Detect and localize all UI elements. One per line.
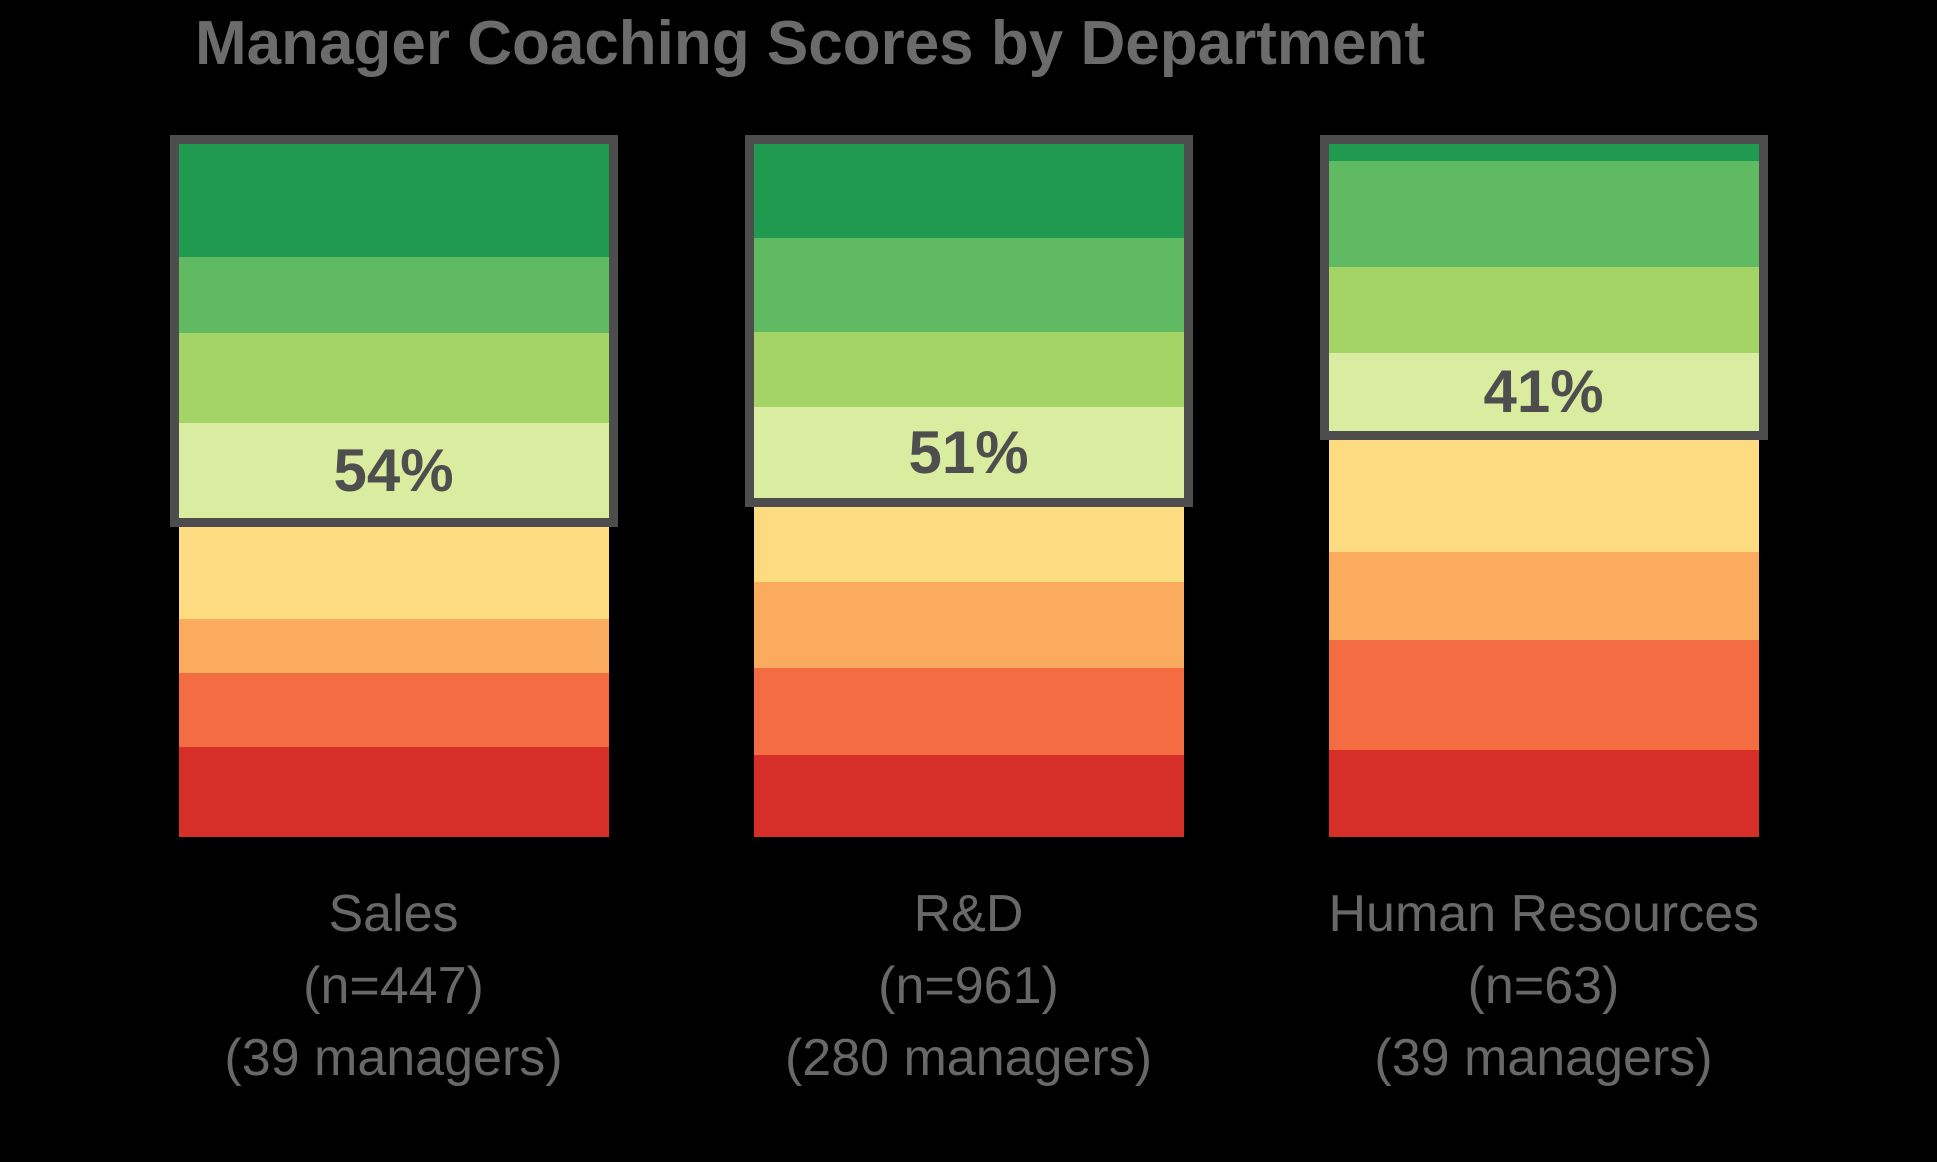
segment-green-2 (1328, 161, 1759, 268)
dept-manager-count: (280 managers) (784, 1028, 1153, 1087)
dept-manager-count: (39 managers) (224, 1028, 563, 1087)
green-percent-label: 41% (1483, 358, 1604, 426)
green-percent-label: 51% (908, 419, 1029, 487)
segment-red (178, 746, 609, 837)
bar-group-sales: 54% Sales (n=447) (39 managers) (169, 135, 618, 1094)
dept-n-count: (n=961) (878, 956, 1059, 1015)
segment-dark-orange (178, 672, 609, 747)
segment-green-4: 54% (178, 422, 609, 518)
segment-red (1328, 749, 1759, 837)
segment-orange (178, 618, 609, 673)
segment-red (753, 755, 1184, 837)
chart-title: Manager Coaching Scores by Department (195, 9, 1425, 78)
segment-orange (1328, 552, 1759, 640)
segment-orange (753, 581, 1184, 668)
bar-rnd: 51% (753, 144, 1184, 837)
segment-green-3 (753, 332, 1184, 408)
segment-green-1 (1328, 144, 1759, 162)
dept-label-human-resources: Human Resources (n=63) (39 managers) (1328, 879, 1760, 1094)
segment-yellow (753, 498, 1184, 582)
green-percent-label: 54% (333, 436, 454, 504)
segment-green-1 (178, 144, 609, 257)
segment-green-4: 41% (1328, 352, 1759, 431)
bar-group-rnd: 51% R&D (n=961) (280 managers) (744, 135, 1193, 1094)
bar-human-resources: 41% (1328, 144, 1759, 837)
segment-green-2 (753, 238, 1184, 333)
segment-dark-orange (1328, 639, 1759, 750)
bar-group-human-resources: 41% Human Resources (n=63) (39 managers) (1319, 135, 1768, 1094)
dept-name: Sales (328, 885, 459, 943)
bar-sales: 54% (178, 144, 609, 837)
segment-yellow (178, 517, 609, 619)
segment-green-3 (1328, 267, 1759, 353)
segment-green-1 (753, 144, 1184, 239)
dept-label-sales: Sales (n=447) (39 managers) (179, 879, 609, 1094)
segment-dark-orange (753, 667, 1184, 756)
dept-manager-count: (39 managers) (1374, 1028, 1713, 1087)
segment-yellow (1328, 430, 1759, 553)
segment-green-4: 51% (753, 407, 1184, 499)
bar-chart: 54% Sales (n=447) (39 managers) 51% R&D … (169, 135, 1768, 1094)
segment-green-2 (178, 256, 609, 333)
dept-n-count: (n=447) (303, 956, 484, 1015)
dept-n-count: (n=63) (1467, 956, 1620, 1015)
dept-name: Human Resources (1328, 885, 1760, 943)
segment-green-3 (178, 332, 609, 423)
dept-name: R&D (913, 885, 1024, 943)
dept-label-rnd: R&D (n=961) (280 managers) (754, 879, 1184, 1094)
